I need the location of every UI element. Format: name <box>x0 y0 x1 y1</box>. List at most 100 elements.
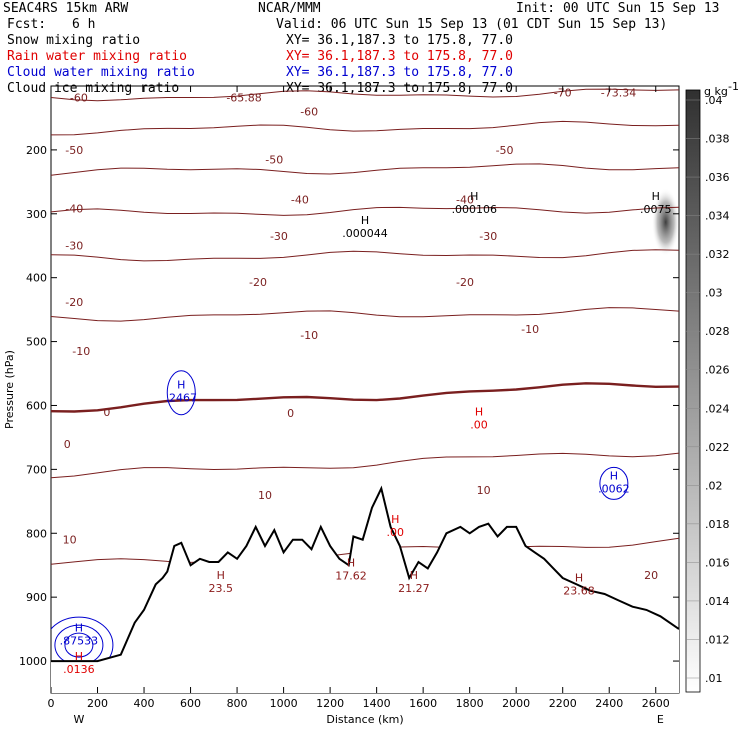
x-tick-label: 0 <box>48 697 55 710</box>
x-tick-label: 2600 <box>642 697 670 710</box>
temperature-label: -50 <box>496 144 514 157</box>
max-value: .00 <box>386 526 404 539</box>
max-marker: H <box>361 214 369 227</box>
temperature-contour-line <box>51 88 679 102</box>
field-xy: XY= 36.1,187.3 to 175.8, 77.0 <box>286 49 513 64</box>
temperature-label: -10 <box>300 329 318 342</box>
y-tick-label: 400 <box>26 272 47 285</box>
temperature-label: -30 <box>65 240 83 253</box>
temperature-label: -73.34 <box>601 86 636 99</box>
max-marker: H <box>575 572 583 585</box>
colorbar-bar <box>685 89 701 693</box>
temperature-contour-line <box>51 120 679 136</box>
temperature-label: -20 <box>456 276 474 289</box>
colorbar: .01 .012 .014 .016 .018 .02 .022 .024 .026 .028 .0… <box>685 80 739 693</box>
temperature-label: 0 <box>287 407 294 420</box>
colorbar-unit: g kg <box>704 85 728 98</box>
max-value: .00 <box>470 419 488 432</box>
x-tick-label: 400 <box>134 697 155 710</box>
x-tick-label: 1200 <box>316 697 344 710</box>
maxima-labels: H.000044H.000106H.0075H.2467H.0062H.00H.… <box>60 190 672 676</box>
x-tick-label: 2000 <box>502 697 530 710</box>
x-axis-title: Distance (km) <box>326 713 403 726</box>
colorbar-tick-label: .028 <box>705 325 730 338</box>
x-tick-label: 1800 <box>456 697 484 710</box>
max-value: 21.27 <box>398 582 430 595</box>
y-axis-title: Pressure (hPa) <box>3 350 16 429</box>
max-value: .0136 <box>63 663 95 676</box>
temperature-label: -50 <box>65 144 83 157</box>
temperature-label: -20 <box>249 276 267 289</box>
colorbar-tick-label: .018 <box>705 518 730 531</box>
temperature-label: -60 <box>70 92 88 105</box>
max-value: 23.5 <box>209 582 234 595</box>
max-value: .0075 <box>640 203 672 216</box>
cloud-water-contour <box>166 370 196 416</box>
max-marker: H <box>652 190 660 203</box>
colorbar-tick-label: .02 <box>705 479 723 492</box>
max-marker: H <box>391 513 399 526</box>
max-value: .000106 <box>452 203 498 216</box>
cloud-water-contour <box>64 632 94 658</box>
max-value: 17.62 <box>335 569 367 582</box>
x-tick-label: 2200 <box>549 697 577 710</box>
temperature-label: -40 <box>456 194 474 207</box>
header: SEAC4RS 15km ARW NCAR/MMM Init: 00 UTC S… <box>0 0 740 96</box>
temperature-label: 10 <box>477 484 491 497</box>
temperature-contour-line <box>51 452 679 479</box>
temperature-contour-line <box>51 307 679 322</box>
temperature-label: -30 <box>479 230 497 243</box>
max-marker: H <box>475 406 483 419</box>
field-xy: XY= 36.1,187.3 to 175.8, 77.0 <box>286 81 513 96</box>
temperature-label: -30 <box>270 230 288 243</box>
terrain-line <box>51 485 679 663</box>
max-marker: H <box>217 569 225 582</box>
y-tick-label: 800 <box>26 527 47 540</box>
max-value: .000044 <box>342 227 388 240</box>
x-tick-label: 1400 <box>363 697 391 710</box>
center-title: NCAR/MMM <box>258 1 321 16</box>
temperature-contour-line <box>51 249 679 262</box>
temperature-label: -65.88 <box>226 92 261 105</box>
x-tick-label: 600 <box>180 697 201 710</box>
temperature-label: -60 <box>300 106 318 119</box>
temperature-labels: -60 -65.88 -60 -70 -73.34 -50 -50 -50 -40 -40 -40 -… <box>63 86 658 581</box>
temperature-label: -10 <box>521 323 539 336</box>
y-tick-label: 200 <box>26 144 47 157</box>
max-marker: H <box>470 190 478 203</box>
colorbar-unit-exponent: -1 <box>728 80 739 93</box>
valid-time: Valid: 06 UTC Sun 15 Sep 13 (01 CDT Sun … <box>276 17 668 32</box>
temperature-contour-line <box>51 382 679 413</box>
field-name: Snow mixing ratio <box>7 33 141 48</box>
temperature-label: -40 <box>291 194 309 207</box>
temperature-contour-line <box>51 163 679 176</box>
temperature-contours <box>51 88 679 565</box>
max-value: .2467 <box>166 392 198 405</box>
cloud-water-contour <box>599 466 629 500</box>
max-marker: H <box>177 379 185 392</box>
field-name: Cloud water mixing ratio <box>7 65 195 80</box>
axes: 0 200 400 600 800 1000 1200 1400 1600 1800 2000 220… <box>3 86 679 726</box>
colorbar-tick-label: .014 <box>705 595 730 608</box>
max-marker: H <box>347 556 355 569</box>
field-name: Rain water mixing ratio <box>7 49 188 64</box>
temperature-label: 10 <box>63 534 77 547</box>
colorbar-tick-label: .034 <box>705 210 730 223</box>
temperature-label: -10 <box>72 345 90 358</box>
temperature-label: -70 <box>554 86 572 99</box>
cloud-water-contours <box>51 370 629 674</box>
colorbar-tick-label: .04 <box>705 94 723 107</box>
y-tick-label: 900 <box>26 591 47 604</box>
max-marker: H <box>610 469 618 482</box>
y-tick-label: 1000 <box>19 655 47 668</box>
max-value: .87533 <box>60 634 99 647</box>
colorbar-tick-label: .01 <box>705 672 723 685</box>
field-name: Cloud ice mixing ratio <box>7 81 180 96</box>
temperature-label: 10 <box>258 489 272 502</box>
max-marker: H <box>75 650 83 663</box>
x-tick-label: 800 <box>227 697 248 710</box>
max-value: 23.68 <box>563 585 595 598</box>
colorbar-tick-label: .012 <box>705 633 730 646</box>
temperature-contour-line <box>51 206 679 216</box>
